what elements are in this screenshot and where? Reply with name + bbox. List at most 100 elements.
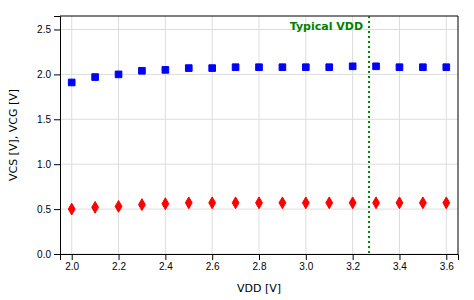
x-tick-mark: [446, 254, 447, 260]
y-tick: 0.0: [37, 249, 60, 260]
x-tick-mark: [119, 254, 120, 260]
point: [232, 197, 239, 209]
y-axis-title: VCS [V], VCG [V]: [7, 89, 20, 181]
point: [279, 64, 286, 71]
x-tick-label: 2.8: [253, 261, 267, 272]
x-tick-mark: [212, 254, 213, 260]
point: [419, 197, 426, 209]
point: [443, 64, 450, 71]
x-tick-label: 2.2: [112, 261, 126, 272]
point: [279, 197, 286, 209]
point: [420, 64, 427, 71]
point: [185, 65, 192, 72]
x-tick-mark: [306, 254, 307, 260]
y-tick-label: 0.5: [37, 204, 51, 215]
x-tick-label: 2.4: [159, 261, 173, 272]
point: [92, 74, 99, 81]
x-tick: 2.8: [253, 254, 267, 272]
reference-line: [368, 16, 370, 254]
point: [349, 63, 356, 70]
x-tick: 2.2: [112, 254, 126, 272]
y-tick: 0.5: [37, 204, 60, 215]
x-tick-mark: [72, 254, 73, 260]
point: [326, 64, 333, 71]
plot-area: 2.0 2.2 2.4 2.6 2.8 3.0 3.2 3.4 3.6 0.0 0.5 1.0 1.5 2…: [37, 16, 458, 272]
grid-line-y: [60, 119, 458, 120]
point: [373, 63, 380, 70]
point: [256, 197, 263, 209]
y-tick: 2.5: [37, 24, 60, 35]
y-tick-label: 1.5: [37, 114, 51, 125]
y-tick-label: 2.0: [37, 69, 51, 80]
point: [209, 65, 216, 72]
point: [185, 197, 192, 209]
x-tick: 3.2: [346, 254, 360, 272]
point: [115, 71, 122, 78]
y-tick-mark: [54, 29, 60, 30]
x-tick-label: 3.0: [299, 261, 313, 272]
series: [68, 63, 449, 86]
x-tick: 2.6: [206, 254, 220, 272]
y-tick-label: 2.5: [37, 24, 51, 35]
point: [232, 64, 239, 71]
marks: [68, 16, 449, 254]
point: [209, 197, 216, 209]
y-tick-mark: [54, 209, 60, 210]
grid-line-x: [71, 16, 72, 254]
x-tick-mark: [399, 254, 400, 260]
grid-line-x: [259, 16, 260, 254]
x-tick: 2.0: [65, 254, 79, 272]
y-tick: 1.0: [37, 159, 60, 170]
x-tick-label: 2.0: [65, 261, 79, 272]
x-tick-mark: [353, 254, 354, 260]
x-axis-line: [61, 255, 459, 261]
grid-line-x: [446, 16, 447, 254]
grid-line-y: [60, 29, 458, 30]
point: [396, 197, 403, 209]
x-axis: 2.0 2.2 2.4 2.6 2.8 3.0 3.2 3.4 3.6: [61, 254, 459, 272]
grid-line-x: [352, 16, 353, 254]
x-axis-title: VDD [V]: [237, 282, 281, 295]
point: [68, 203, 75, 215]
x-tick-label: 3.6: [440, 261, 454, 272]
point: [303, 64, 310, 71]
y-tick-label: 1.0: [37, 159, 51, 170]
x-tick-mark: [165, 254, 166, 260]
point: [162, 198, 169, 210]
point: [68, 79, 75, 86]
frame-right: [458, 16, 459, 254]
x-tick: 3.6: [440, 254, 454, 272]
x-tick: 3.0: [299, 254, 313, 272]
x-tick-mark: [259, 254, 260, 260]
frame-top: [60, 16, 458, 17]
grid-line-y: [60, 164, 458, 165]
y-tick-mark: [54, 164, 60, 165]
point: [256, 64, 263, 71]
y-axis-line: [54, 17, 61, 255]
grid-line-x: [212, 16, 213, 254]
point: [302, 197, 309, 209]
chart: 2.0 2.2 2.4 2.6 2.8 3.0 3.2 3.4 3.6 0.0 0.5 1.0 1.5 2…: [0, 0, 474, 300]
y-tick: 1.5: [37, 114, 60, 125]
y-tick-mark: [54, 74, 60, 75]
x-tick-label: 2.6: [206, 261, 220, 272]
annotation: Typical VDD: [290, 20, 363, 33]
point: [162, 67, 169, 74]
y-tick-mark: [54, 119, 60, 120]
x-tick: 3.4: [393, 254, 407, 272]
point: [115, 201, 122, 213]
point: [139, 199, 146, 211]
y-tick: 2.0: [37, 69, 60, 80]
grid: [60, 16, 458, 254]
x-tick: 2.4: [159, 254, 173, 272]
grid-line-x: [118, 16, 119, 254]
series: [68, 197, 449, 215]
y-tick-mark: [54, 254, 60, 255]
y-tick-label: 0.0: [37, 249, 51, 260]
point: [396, 64, 403, 71]
point: [326, 197, 333, 209]
grid-line-x: [399, 16, 400, 254]
y-axis: 0.0 0.5 1.0 1.5 2.0 2.5: [37, 17, 60, 260]
point: [92, 201, 99, 213]
point: [373, 197, 380, 209]
